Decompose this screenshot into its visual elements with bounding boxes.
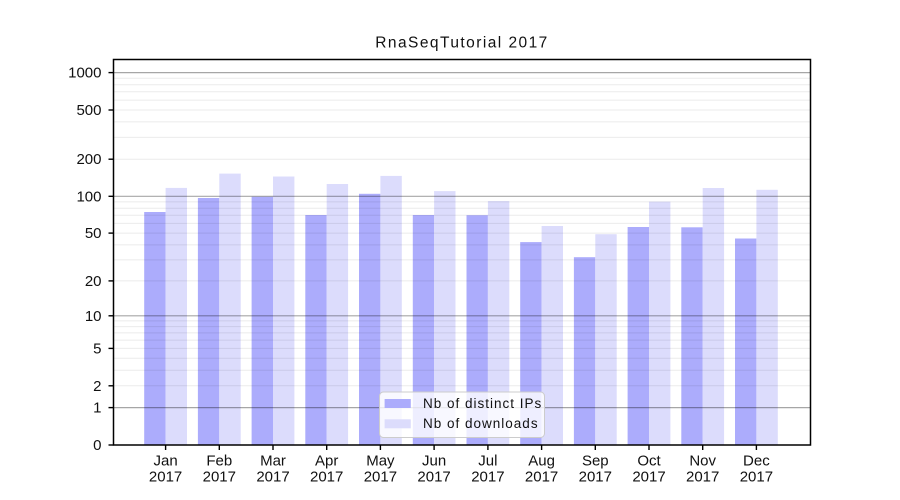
svg-text:2017: 2017 xyxy=(310,468,343,485)
svg-text:2017: 2017 xyxy=(203,468,236,485)
svg-text:2017: 2017 xyxy=(471,468,504,485)
svg-text:200: 200 xyxy=(76,151,101,168)
svg-text:1000: 1000 xyxy=(68,65,101,82)
svg-text:Nb of downloads: Nb of downloads xyxy=(423,416,539,431)
svg-text:2017: 2017 xyxy=(686,468,719,485)
svg-text:10: 10 xyxy=(85,308,102,325)
svg-text:2017: 2017 xyxy=(579,468,612,485)
svg-text:Jun: Jun xyxy=(422,453,446,470)
svg-text:Nov: Nov xyxy=(689,453,716,470)
svg-text:Feb: Feb xyxy=(206,453,232,470)
svg-text:Aug: Aug xyxy=(528,453,555,470)
svg-text:Dec: Dec xyxy=(743,453,770,470)
svg-text:0: 0 xyxy=(93,437,101,454)
svg-text:Mar: Mar xyxy=(260,453,286,470)
svg-text:Jan: Jan xyxy=(154,453,178,470)
svg-text:20: 20 xyxy=(85,273,102,290)
svg-text:2017: 2017 xyxy=(364,468,397,485)
svg-text:2: 2 xyxy=(93,378,101,395)
svg-text:2017: 2017 xyxy=(417,468,450,485)
svg-text:Sep: Sep xyxy=(582,453,609,470)
svg-text:2017: 2017 xyxy=(149,468,182,485)
svg-text:Nb of distinct IPs: Nb of distinct IPs xyxy=(423,396,542,411)
svg-text:May: May xyxy=(366,453,395,470)
svg-text:5: 5 xyxy=(93,340,101,357)
svg-text:2017: 2017 xyxy=(525,468,558,485)
svg-text:500: 500 xyxy=(76,102,101,119)
svg-text:Jul: Jul xyxy=(478,453,497,470)
svg-text:Apr: Apr xyxy=(315,453,338,470)
svg-text:1: 1 xyxy=(93,400,101,417)
svg-text:50: 50 xyxy=(85,225,102,242)
svg-text:100: 100 xyxy=(76,188,101,205)
svg-text:Oct: Oct xyxy=(637,453,661,470)
svg-text:2017: 2017 xyxy=(632,468,665,485)
svg-text:2017: 2017 xyxy=(256,468,289,485)
svg-text:2017: 2017 xyxy=(740,468,773,485)
svg-text:RnaSeqTutorial 2017: RnaSeqTutorial 2017 xyxy=(375,35,548,52)
